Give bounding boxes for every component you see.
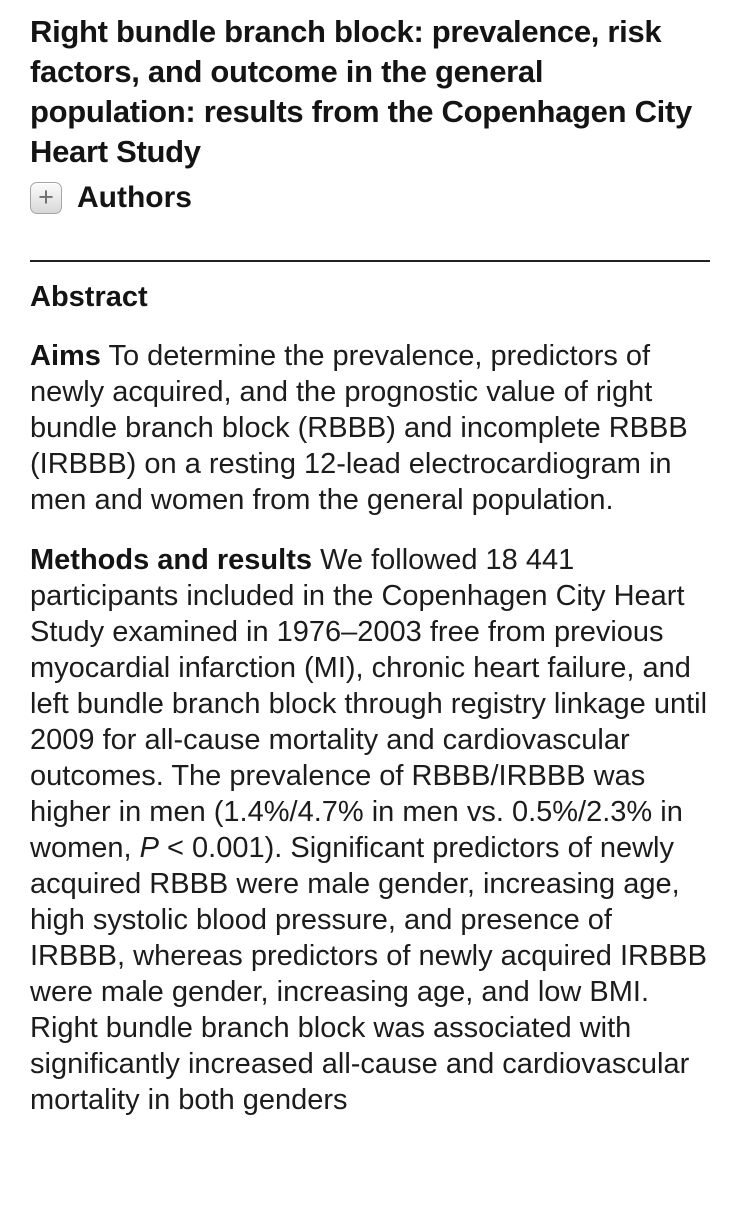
authors-label: Authors bbox=[77, 181, 192, 214]
methods-label: Methods and results bbox=[30, 544, 312, 576]
paper-title: Right bundle branch block: prevalence, r… bbox=[30, 14, 692, 169]
methods-text-before-p: We followed 18 441 participants included… bbox=[30, 544, 708, 864]
aims-paragraph: Aims To determine the prevalence, predic… bbox=[30, 338, 710, 518]
methods-text-after-p: < 0.001). Significant predictors of newl… bbox=[30, 832, 707, 1116]
abstract-heading: Abstract bbox=[30, 281, 148, 313]
paper-abstract-page: Right bundle branch block: prevalence, r… bbox=[0, 12, 740, 1118]
aims-text: To determine the prevalence, predictors … bbox=[30, 340, 688, 516]
methods-paragraph: Methods and results We followed 18 441 p… bbox=[30, 542, 710, 1118]
authors-toggle[interactable]: + Authors bbox=[30, 180, 710, 216]
plus-glyph: + bbox=[38, 181, 54, 212]
abstract-section: Abstract Aims To determine the prevalenc… bbox=[30, 280, 710, 1118]
expand-plus-icon[interactable]: + bbox=[30, 182, 62, 214]
aims-label: Aims bbox=[30, 340, 101, 372]
section-divider bbox=[30, 260, 710, 262]
p-value-symbol: P bbox=[139, 832, 159, 864]
